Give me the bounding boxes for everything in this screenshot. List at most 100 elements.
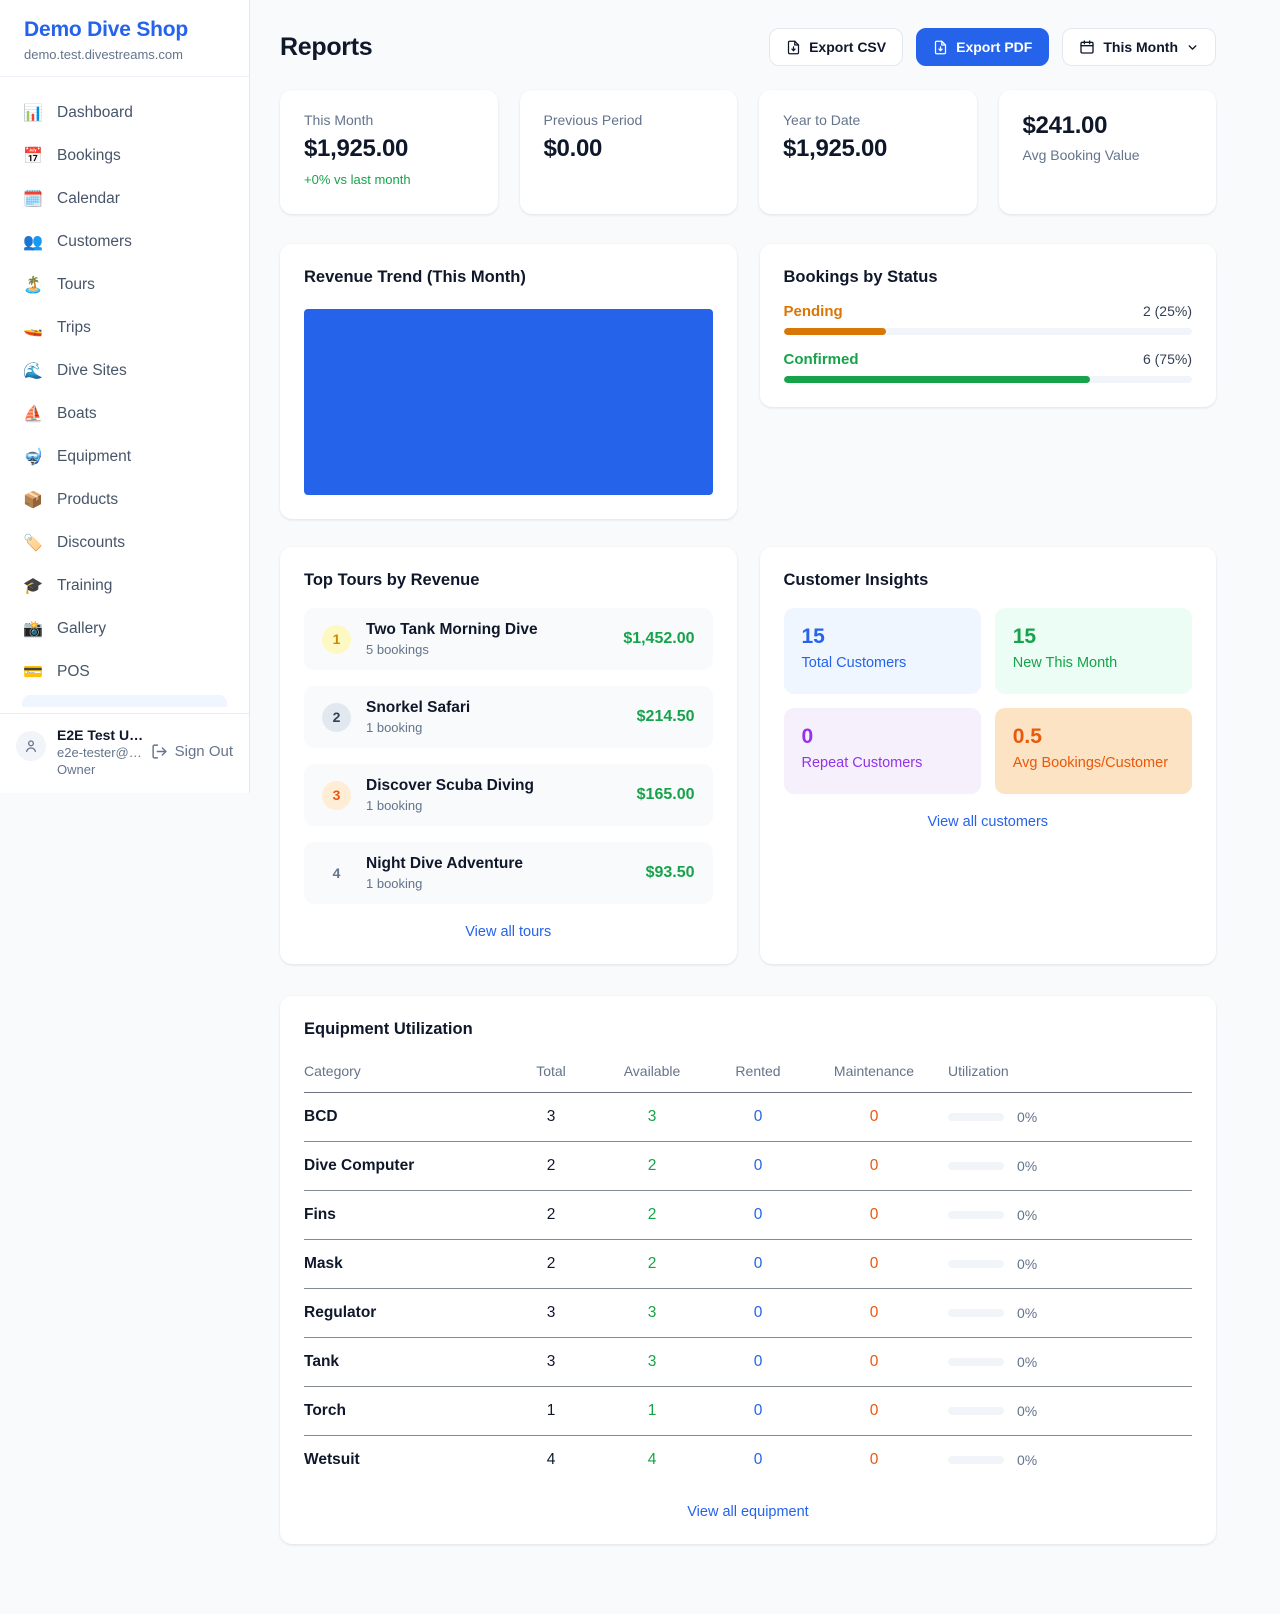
sidebar-item-training[interactable]: 🎓 Training [12,564,237,607]
sidebar-item-bookings[interactable]: 📅 Bookings [12,134,237,177]
bookings-by-status-title: Bookings by Status [783,268,938,286]
insight-label: New This Month [1012,655,1118,671]
customer-insights-title: Customer Insights [783,571,929,589]
status-bar-fill [783,328,886,335]
status-bar-track [783,376,1192,383]
person-icon [26,740,36,752]
sidebar-item-customers[interactable]: 👥 Customers [12,220,237,263]
stats-row: This Month $1,925.00 +0% vs last month P… [280,90,1216,214]
status-rows: Pending 2 (25%) Confirmed 6 (75%) [783,303,1192,383]
people-icon: 👥 [23,233,43,251]
cell-rented: 0 [708,1141,808,1191]
sidebar-item-gallery[interactable]: 📸 Gallery [12,607,237,650]
page-title: Reports [280,32,373,61]
table-row: Mask 2 2 0 0 0% [304,1239,1192,1289]
cell-utilization: 0% [940,1092,1192,1142]
main-content: Reports Export CSV Export PDF This Month [250,0,1280,1614]
credit-card-icon: 💳 [23,663,43,681]
insight-value: 15 [1012,625,1037,648]
sign-out-button[interactable]: Sign Out [151,743,233,760]
column-header: Maintenance [808,1057,940,1093]
cell-category: Dive Computer [304,1141,506,1191]
charts-row: Revenue Trend (This Month) Bookings by S… [280,244,1216,519]
equipment-table: Category Total Available Rented Maintena… [304,1057,1192,1484]
cell-category: Mask [304,1239,506,1289]
sidebar-item-label: Dive Sites [57,361,127,379]
utilization-bar [948,1162,1004,1170]
tour-bookings: 1 booking [366,798,423,813]
export-pdf-button[interactable]: Export PDF [916,28,1050,66]
cell-total: 2 [506,1190,596,1240]
logout-icon [152,744,167,759]
sidebar-item-label: Trips [57,318,91,336]
status-row-pending: Pending 2 (25%) [783,303,1192,335]
cell-utilization: 0% [940,1288,1192,1338]
cell-maintenance: 0 [869,1451,879,1468]
cell-maintenance: 0 [808,1190,940,1240]
calendar-icon: 🗓️ [23,190,43,208]
customer-insights-card: Customer Insights 15 Total Customers 15 … [759,547,1216,964]
sidebar-item-label: Tours [57,275,95,293]
sidebar-item-tours[interactable]: 🏝️ Tours [12,263,237,306]
export-pdf-label: Export PDF [956,39,1033,55]
sidebar-item-reports-partial[interactable] [22,695,227,707]
calendar-date-icon: 📅 [23,147,43,165]
table-row: BCD 3 3 0 0 0% [304,1092,1192,1142]
speedboat-icon: 🚤 [23,319,43,337]
tour-name: Night Dive Adventure [366,855,524,872]
list-item: 3 Discover Scuba Diving 1 booking $165.00 [304,764,713,826]
tour-amount: $93.50 [645,864,695,881]
top-tours-card: Top Tours by Revenue 1 Two Tank Morning … [280,547,737,964]
period-select[interactable]: This Month [1062,28,1216,66]
tour-name: Two Tank Morning Dive [366,621,538,638]
utilization-bar [948,1407,1004,1415]
user-name: E2E Test U… [57,727,144,743]
cell-utilization: 0% [940,1239,1192,1289]
sidebar-item-label: Discounts [57,533,126,551]
brand-name[interactable]: Demo Dive Shop [24,18,189,41]
header-actions: Export CSV Export PDF This Month [769,28,1216,66]
cell-maintenance: 0 [808,1239,940,1289]
cell-maintenance: 0 [808,1386,940,1436]
sidebar-item-calendar[interactable]: 🗓️ Calendar [12,177,237,220]
list-item: 4 Night Dive Adventure 1 booking $93.50 [304,842,713,904]
sidebar: Demo Dive Shop demo.test.divestreams.com… [0,0,250,793]
stat-value: $0.00 [543,135,603,162]
calendar-icon [1080,40,1095,54]
column-header: Rented [708,1057,808,1093]
utilization-bar [948,1113,1004,1121]
table-row: Fins 2 2 0 0 0% [304,1190,1192,1240]
sidebar-item-label: POS [57,662,90,680]
cell-utilization: 0% [940,1436,1192,1485]
stat-label: This Month [304,112,374,128]
insight-label: Total Customers [801,655,907,671]
sidebar-item-dashboard[interactable]: 📊 Dashboard [12,91,237,134]
view-all-equipment-link[interactable]: View all equipment [687,1504,809,1520]
sidebar-item-discounts[interactable]: 🏷️ Discounts [12,521,237,564]
tour-bookings: 1 booking [366,720,423,735]
sidebar-item-label: Boats [57,404,97,422]
stat-value: $1,925.00 [304,135,409,162]
insight-tile-repeat-customers: 0 Repeat Customers [783,708,981,794]
insight-label: Avg Bookings/Customer [1012,755,1169,771]
stat-label: Avg Booking Value [1022,147,1140,163]
view-all-tours-link[interactable]: View all tours [465,924,552,940]
column-header: Available [596,1057,708,1093]
sidebar-item-dive-sites[interactable]: 🌊 Dive Sites [12,349,237,392]
sidebar-item-trips[interactable]: 🚤 Trips [12,306,237,349]
user-meta: E2E Test U… e2e-tester@… Owner [57,727,144,777]
sidebar-item-boats[interactable]: ⛵ Boats [12,392,237,435]
stat-card-year-to-date: Year to Date $1,925.00 [759,90,977,214]
cell-category: Wetsuit [304,1451,360,1468]
cell-available: 2 [596,1190,708,1240]
sidebar-item-products[interactable]: 📦 Products [12,478,237,521]
sidebar-item-equipment[interactable]: 🤿 Equipment [12,435,237,478]
insight-tile-avg-bookings: 0.5 Avg Bookings/Customer [994,708,1192,794]
stat-card-this-month: This Month $1,925.00 +0% vs last month [280,90,498,214]
sidebar-item-label: Equipment [57,447,132,465]
export-csv-button[interactable]: Export CSV [769,28,904,66]
sidebar-item-pos[interactable]: 💳 POS [12,650,237,693]
cell-rented: 0 [708,1288,808,1338]
view-all-customers-link[interactable]: View all customers [927,814,1049,830]
cell-category: Fins [304,1190,506,1240]
